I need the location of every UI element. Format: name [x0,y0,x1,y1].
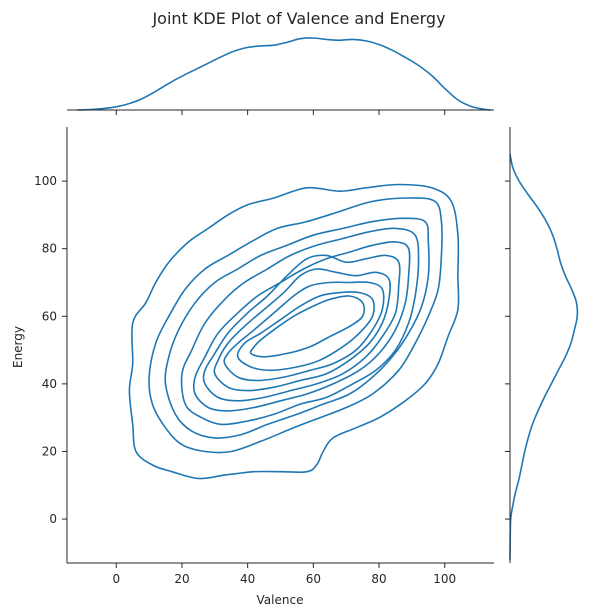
x-tick-label: 0 [112,572,120,586]
y-tick-label: 40 [42,377,57,391]
kde-contour-level-3 [164,217,430,439]
y-tick-label: 80 [42,242,57,256]
x-axis-label: Valence [257,593,304,607]
x-tick-label: 20 [174,572,189,586]
x-ticks: 0 20 40 60 80 100 [112,563,456,586]
x-tick-label: 60 [306,572,321,586]
chart-title: Joint KDE Plot of Valence and Energy [151,9,445,28]
x-tick-label: 100 [433,572,456,586]
y-tick-label: 100 [34,174,57,188]
kde-contours [128,183,460,480]
x-tick-label: 80 [371,572,386,586]
x-marginal-plot [67,37,494,111]
main-axes [66,127,494,564]
y-ticks: 0 20 40 60 80 100 [34,174,67,526]
kde-contour-level-10 [249,295,366,358]
x-tick-label: 40 [240,572,255,586]
kde-contour-level-4 [180,227,420,426]
y-tick-label: 20 [42,444,57,458]
x-marginal-kde-curve [76,37,491,111]
kde-contour-level-6 [202,254,401,402]
marginal-ticks [115,110,510,520]
y-tick-label: 60 [42,309,57,323]
y-axis-label: Energy [11,326,25,368]
y-marginal-kde-curve [509,153,579,560]
kde-contour-level-8 [223,281,385,382]
kde-contour-level-2 [148,197,443,454]
y-marginal-plot [509,127,579,563]
kde-contour-level-7 [213,268,391,392]
kde-contour-level-1 [128,183,460,480]
kde-contour-level-9 [236,291,375,372]
kde-contour-level-5 [192,241,411,412]
y-tick-label: 0 [49,512,57,526]
